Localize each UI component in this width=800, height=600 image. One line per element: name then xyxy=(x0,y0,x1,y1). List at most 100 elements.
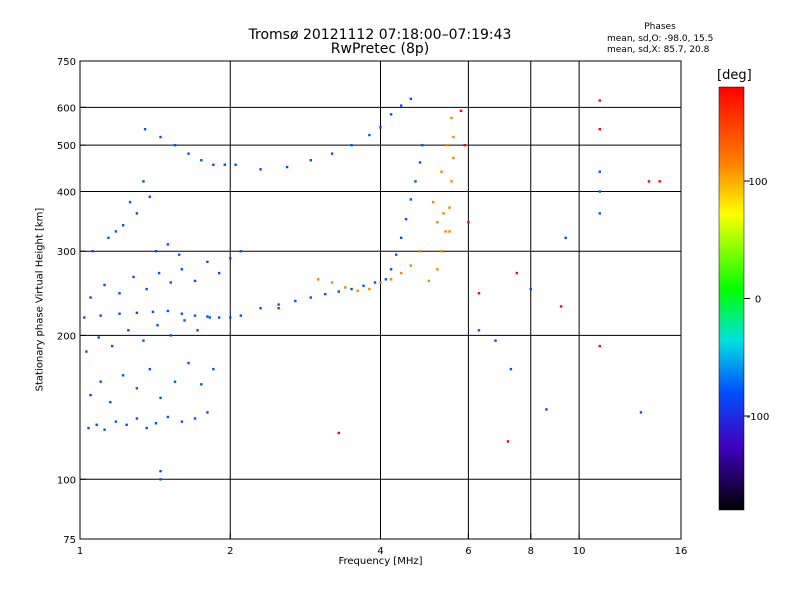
data-point xyxy=(467,221,470,224)
colorbar-tick-label: -100 xyxy=(747,412,770,423)
data-point xyxy=(173,380,177,383)
data-point xyxy=(647,180,651,183)
data-point xyxy=(91,250,94,253)
data-point xyxy=(440,250,443,253)
data-point xyxy=(442,212,445,215)
x-tick-label: 8 xyxy=(528,546,534,557)
x-tick-label: 16 xyxy=(675,546,688,557)
data-point xyxy=(259,306,262,310)
data-point xyxy=(506,440,510,443)
data-point xyxy=(135,387,139,390)
y-axis-label: Stationary phase Virtual Height [km] xyxy=(34,207,46,392)
y-axis-ticks: 75 100 200 300 400 500 600 750 xyxy=(57,57,86,546)
data-point xyxy=(121,374,125,377)
data-point xyxy=(135,212,139,215)
data-point xyxy=(125,423,128,427)
data-point xyxy=(89,393,92,397)
colorbar-tick-label: 0 xyxy=(755,295,761,306)
data-point xyxy=(166,415,170,419)
data-point xyxy=(83,316,86,319)
data-point xyxy=(159,396,162,400)
data-point xyxy=(368,133,371,137)
data-point xyxy=(206,315,209,318)
data-point xyxy=(159,478,162,481)
data-point xyxy=(362,284,365,287)
data-point xyxy=(145,426,148,430)
data-point xyxy=(223,163,226,166)
data-point xyxy=(196,329,199,332)
data-point xyxy=(379,281,382,284)
data-point xyxy=(330,281,334,284)
data-point xyxy=(193,314,197,317)
data-point xyxy=(200,159,203,162)
data-point xyxy=(418,161,422,164)
data-point xyxy=(169,334,172,337)
y-tick-label: 200 xyxy=(57,331,76,342)
data-point xyxy=(598,127,601,131)
y-tick-label: 750 xyxy=(57,57,76,68)
data-point xyxy=(151,310,155,314)
data-point xyxy=(99,380,102,383)
data-point xyxy=(389,113,393,116)
data-point xyxy=(399,271,403,275)
data-point xyxy=(166,309,170,313)
x-tick-label: 6 xyxy=(465,546,471,557)
stats-line-x: mean, sd,X: 85.7, 20.8 xyxy=(607,45,710,55)
data-point xyxy=(109,400,112,404)
data-point xyxy=(187,361,190,365)
data-point xyxy=(177,253,181,256)
data-point xyxy=(180,268,184,271)
data-point xyxy=(259,168,262,171)
data-point xyxy=(436,268,439,271)
data-point xyxy=(598,212,601,215)
data-point xyxy=(559,305,563,308)
data-point xyxy=(450,116,453,120)
x-axis-ticks: 1 2 4 6 8 10 16 xyxy=(77,533,688,557)
y-tick-label: 100 xyxy=(57,475,76,486)
data-point xyxy=(389,278,393,281)
data-point xyxy=(132,275,135,279)
data-point xyxy=(494,339,497,342)
data-point xyxy=(206,260,209,264)
data-point xyxy=(193,279,197,283)
data-point xyxy=(128,200,132,204)
data-point xyxy=(148,367,152,371)
data-point xyxy=(414,180,417,183)
data-point xyxy=(277,303,280,306)
x-tick-label: 2 xyxy=(227,546,233,557)
data-point xyxy=(409,264,412,267)
data-point xyxy=(206,411,209,414)
data-point xyxy=(187,152,190,155)
y-tick-label: 75 xyxy=(63,535,76,546)
data-point xyxy=(285,165,289,169)
data-point xyxy=(110,344,114,348)
data-point xyxy=(545,408,548,411)
data-point xyxy=(193,417,197,420)
data-point xyxy=(529,287,532,291)
data-point xyxy=(337,290,341,293)
data-point xyxy=(212,367,215,371)
data-point xyxy=(229,257,232,260)
data-point xyxy=(330,152,334,155)
data-point xyxy=(450,180,453,183)
data-point xyxy=(107,236,110,240)
data-point xyxy=(148,195,152,198)
data-point xyxy=(114,420,118,423)
data-point xyxy=(103,428,106,431)
data-point xyxy=(350,287,353,291)
x-tick-label: 10 xyxy=(573,546,586,557)
data-point xyxy=(127,329,130,332)
data-point xyxy=(87,426,90,430)
colorbar-label: [deg] xyxy=(717,68,752,83)
data-point xyxy=(200,383,203,386)
data-point xyxy=(477,292,481,295)
data-point xyxy=(99,314,102,317)
data-point xyxy=(452,135,455,139)
data-point xyxy=(95,423,98,427)
data-point xyxy=(309,296,312,299)
data-point xyxy=(344,286,347,289)
colorbar xyxy=(718,86,745,511)
data-point xyxy=(294,299,297,303)
chart-title: Tromsø 20121112 07:18:00–07:19:43 xyxy=(248,27,512,43)
